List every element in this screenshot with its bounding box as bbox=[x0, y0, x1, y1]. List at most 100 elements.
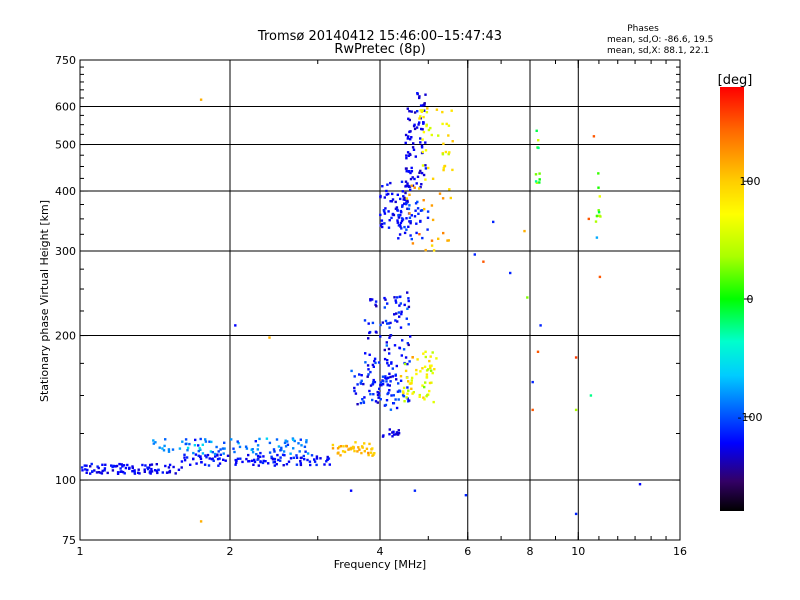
data-point bbox=[447, 134, 450, 137]
data-point bbox=[395, 312, 398, 315]
data-point bbox=[180, 466, 183, 469]
data-point bbox=[133, 471, 136, 474]
data-point bbox=[205, 456, 208, 459]
data-point bbox=[446, 239, 449, 242]
data-point bbox=[268, 451, 272, 454]
data-point bbox=[192, 457, 195, 460]
data-point bbox=[397, 224, 401, 227]
data-point bbox=[386, 183, 389, 186]
data-point bbox=[402, 391, 405, 395]
data-point bbox=[396, 193, 399, 196]
data-point bbox=[423, 109, 426, 112]
data-point bbox=[371, 321, 375, 325]
data-point bbox=[230, 438, 233, 441]
data-point bbox=[350, 446, 353, 450]
data-point bbox=[293, 439, 296, 443]
data-point bbox=[381, 225, 384, 229]
data-point bbox=[390, 216, 393, 220]
data-point bbox=[356, 383, 359, 386]
data-point bbox=[597, 172, 600, 175]
data-point bbox=[259, 460, 262, 464]
data-point bbox=[326, 458, 329, 461]
data-point bbox=[450, 109, 453, 112]
data-point bbox=[430, 244, 434, 247]
data-point bbox=[349, 489, 353, 492]
data-point bbox=[379, 381, 382, 384]
data-point bbox=[535, 129, 538, 132]
data-point bbox=[418, 187, 421, 190]
data-point bbox=[222, 452, 225, 455]
data-point bbox=[251, 451, 255, 454]
data-point bbox=[233, 450, 236, 454]
data-point bbox=[428, 364, 432, 367]
data-point bbox=[398, 315, 401, 318]
data-point bbox=[363, 450, 366, 453]
data-point bbox=[397, 214, 400, 217]
data-point bbox=[425, 373, 429, 376]
data-point bbox=[367, 322, 370, 325]
data-point bbox=[413, 123, 416, 126]
data-point bbox=[366, 364, 370, 367]
data-point bbox=[464, 494, 468, 497]
data-point bbox=[385, 344, 388, 347]
data-point bbox=[414, 202, 418, 205]
data-point bbox=[412, 391, 415, 394]
data-point bbox=[403, 196, 406, 200]
data-point bbox=[402, 195, 405, 198]
data-point bbox=[345, 444, 348, 448]
data-point bbox=[389, 321, 392, 325]
data-point bbox=[123, 472, 126, 475]
data-point bbox=[424, 93, 427, 96]
data-point bbox=[177, 468, 181, 471]
data-point bbox=[150, 463, 154, 466]
data-point bbox=[95, 471, 99, 474]
data-point bbox=[253, 458, 256, 462]
data-point bbox=[265, 437, 269, 440]
data-point bbox=[430, 369, 433, 372]
data-point bbox=[421, 164, 425, 167]
data-point bbox=[128, 467, 131, 470]
data-point bbox=[407, 380, 410, 383]
data-point bbox=[292, 456, 295, 459]
data-point bbox=[305, 439, 308, 442]
data-point bbox=[426, 228, 429, 231]
data-point bbox=[262, 455, 265, 458]
data-point bbox=[342, 445, 345, 448]
data-point bbox=[410, 170, 414, 173]
data-point bbox=[384, 319, 388, 323]
data-point bbox=[430, 204, 434, 207]
data-point bbox=[374, 400, 378, 403]
data-point bbox=[409, 234, 412, 237]
data-point bbox=[405, 228, 408, 231]
data-point bbox=[423, 102, 426, 105]
data-point bbox=[371, 398, 374, 402]
data-point bbox=[213, 452, 217, 456]
data-point bbox=[390, 394, 393, 397]
data-point bbox=[259, 455, 262, 458]
data-point bbox=[405, 167, 408, 170]
data-point bbox=[372, 378, 375, 382]
data-point bbox=[392, 402, 396, 405]
data-point bbox=[83, 464, 86, 467]
data-point bbox=[305, 441, 308, 444]
data-point bbox=[395, 364, 398, 368]
data-point bbox=[339, 454, 342, 457]
data-point bbox=[199, 455, 202, 458]
data-point bbox=[418, 233, 421, 236]
data-point bbox=[361, 446, 364, 449]
data-point bbox=[402, 348, 406, 351]
data-point bbox=[416, 200, 419, 204]
data-point bbox=[118, 462, 121, 466]
data-point bbox=[164, 464, 167, 468]
data-point bbox=[421, 109, 424, 112]
data-point bbox=[197, 449, 200, 453]
x-tick-label: 1 bbox=[77, 545, 84, 558]
data-point bbox=[424, 167, 428, 170]
data-point bbox=[384, 298, 387, 301]
data-point bbox=[247, 460, 250, 463]
data-point bbox=[328, 463, 331, 466]
data-point bbox=[598, 275, 602, 279]
data-point bbox=[388, 384, 391, 387]
data-point bbox=[419, 185, 422, 189]
data-point bbox=[116, 471, 120, 474]
